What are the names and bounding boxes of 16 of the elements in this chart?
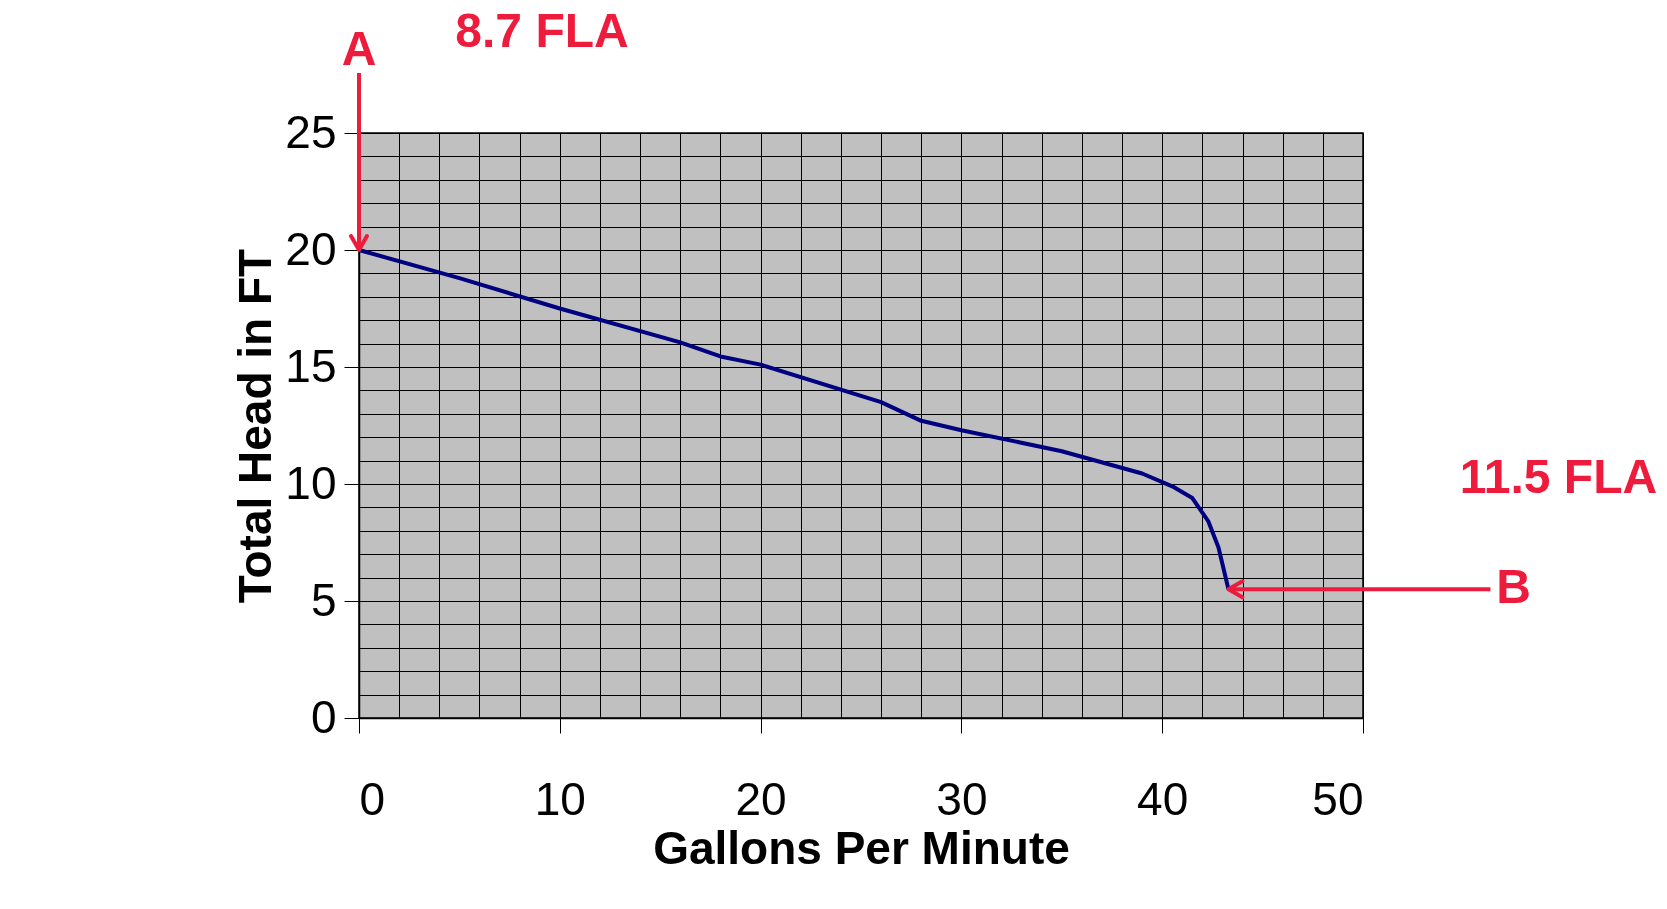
annotation: B [1496,560,1531,614]
line-series [357,248,1231,592]
y-tick-label: 10 [285,456,337,509]
x-tick-label: 40 [1137,772,1189,825]
x-tick-label: 10 [534,772,586,825]
y-tick-label: 15 [285,339,337,392]
x-tick-label: 0 [359,772,386,825]
text: 11.5 FLA [1459,450,1658,504]
annotation: A [341,22,377,75]
y-axis-title: Total Head in FT [229,248,282,604]
x-tick-label: 50 [1312,772,1364,825]
text: 8.7 FLA [455,4,629,57]
y-tick-label: 25 [285,105,337,158]
y-tick-label: 0 [310,690,337,743]
y-tick-label: 20 [285,222,337,275]
y-tick-label: 5 [310,573,337,626]
